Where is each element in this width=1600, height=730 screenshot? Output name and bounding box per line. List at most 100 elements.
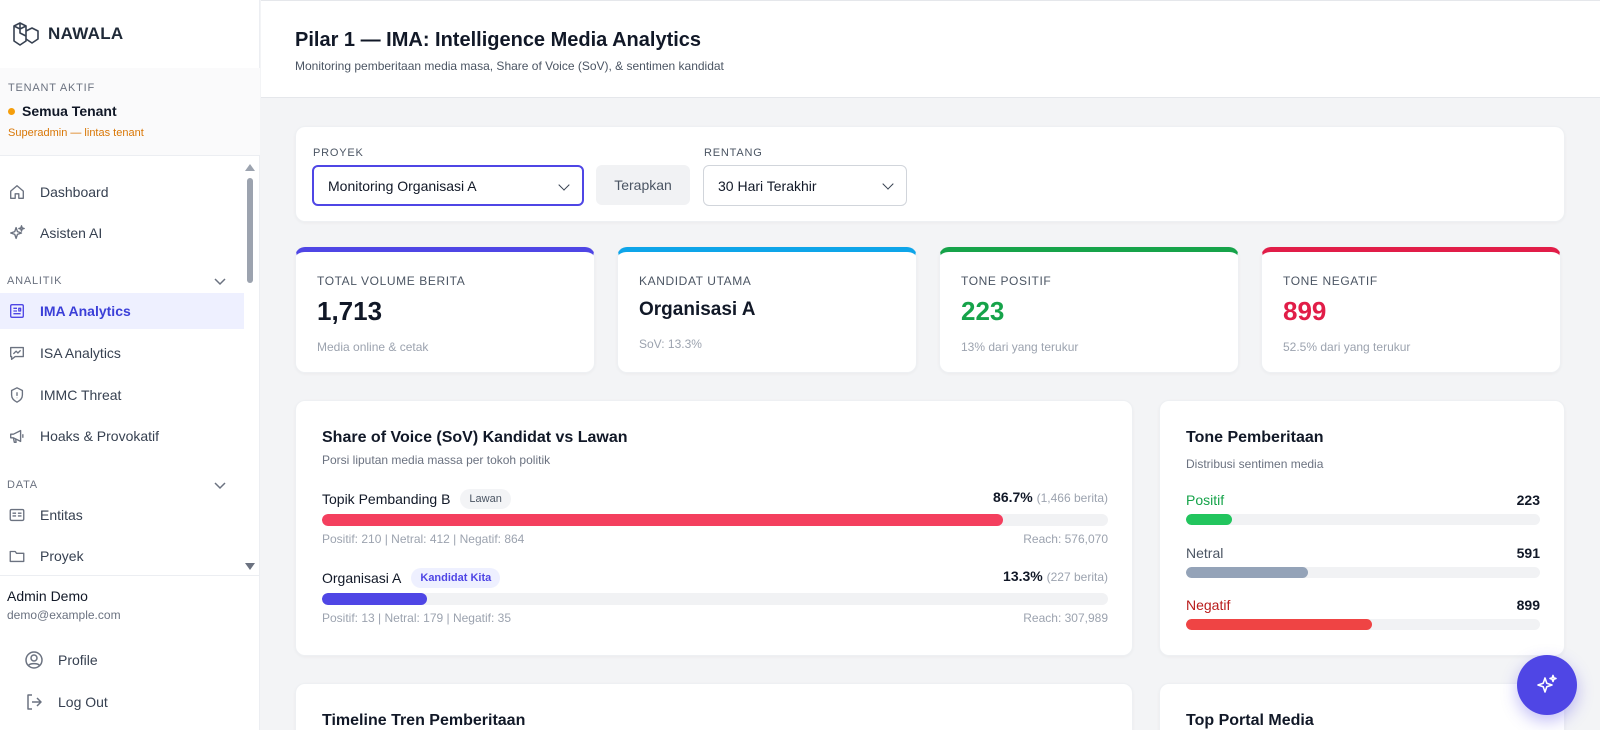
user-circle-icon (25, 651, 43, 669)
sidebar-item-entities[interactable]: Entitas (0, 497, 244, 533)
sidebar-item-label: Hoaks & Provokatif (40, 428, 160, 444)
stat-card-total-volume: TOTAL VOLUME BERITA 1,713 Media online &… (295, 247, 595, 373)
sidebar-item-label: Proyek (40, 548, 84, 564)
sidebar-section-label: ANALITIK (7, 275, 63, 287)
sidebar-section-analytics[interactable]: ANALITIK (7, 274, 227, 288)
scroll-up-arrow-icon[interactable] (245, 164, 255, 171)
stat-value: 899 (1283, 296, 1327, 326)
tone-label: Netral (1186, 545, 1224, 561)
sidebar-item-dashboard[interactable]: Dashboard (0, 174, 244, 210)
sov-subtitle: Porsi liputan media massa per tokoh poli… (322, 453, 551, 467)
sov-bar-track (322, 514, 1108, 526)
tone-title: Tone Pemberitaan (1186, 429, 1324, 446)
sparkles-icon (10, 225, 25, 240)
tone-bar-fill (1186, 567, 1309, 578)
logout-label: Log Out (58, 694, 108, 710)
sidebar-item-ima-analytics[interactable]: IMA Analytics (0, 293, 244, 329)
page-header: Pilar 1 — IMA: Intelligence Media Analyt… (261, 0, 1600, 98)
stat-subtext: Media online & cetak (317, 340, 429, 354)
sidebar-item-projects[interactable]: Proyek (0, 538, 244, 572)
chevron-down-icon (214, 482, 226, 490)
sov-bar-fill (322, 593, 427, 605)
sov-percentage: 13.3% (227 berita) (1003, 568, 1108, 584)
stat-subtext: 52.5% dari yang terukur (1283, 340, 1411, 354)
sov-row: Topik Pembanding B Lawan 86.7% (1,466 be… (322, 489, 1108, 549)
brand[interactable]: NAWALA (0, 0, 259, 68)
sov-card: Share of Voice (SoV) Kandidat vs Lawan P… (295, 400, 1133, 656)
project-label: PROYEK (313, 147, 364, 159)
sov-reach: Reach: 576,070 (1023, 532, 1108, 546)
chevron-down-icon (558, 179, 570, 191)
sov-row: Organisasi A Kandidat Kita 13.3% (227 be… (322, 568, 1108, 628)
sidebar-scrollbar[interactable] (244, 162, 256, 572)
tone-value: 899 (1516, 597, 1540, 613)
brand-logo-icon (13, 22, 39, 46)
project-select[interactable]: Monitoring Organisasi A (312, 165, 584, 206)
stat-label: TONE POSITIF (961, 274, 1052, 288)
tone-bar-track (1186, 567, 1540, 578)
tone-row-neutral: Netral 591 (1186, 545, 1540, 581)
timeline-title: Timeline Tren Pemberitaan (322, 712, 526, 729)
profile-link[interactable]: Profile (24, 650, 98, 670)
stat-label: TONE NEGATIF (1283, 274, 1378, 288)
range-select[interactable]: 30 Hari Terakhir (703, 165, 907, 206)
tenant-panel: TENANT AKTIF Semua Tenant Superadmin — l… (0, 68, 260, 156)
stat-label: TOTAL VOLUME BERITA (317, 274, 466, 288)
top-portals-title: Top Portal Media (1186, 712, 1314, 729)
folder-icon (9, 550, 25, 563)
shield-icon (10, 387, 24, 403)
sov-percentage: 86.7% (1,466 berita) (993, 489, 1108, 505)
sidebar-item-label: IMA Analytics (40, 303, 131, 319)
newspaper-icon (10, 304, 24, 318)
user-panel: Admin Demo demo@example.com Profile Log … (0, 575, 260, 730)
sidebar-item-label: Dashboard (40, 184, 109, 200)
tone-label: Negatif (1186, 597, 1231, 613)
tone-bar-fill (1186, 514, 1233, 525)
stat-value: 1,713 (317, 296, 383, 326)
scroll-down-arrow-icon[interactable] (245, 563, 255, 570)
tone-value: 591 (1516, 545, 1540, 561)
tone-bar-fill (1186, 619, 1372, 630)
sidebar-item-hoax[interactable]: Hoaks & Provokatif (0, 418, 244, 454)
sidebar: NAWALA TENANT AKTIF Semua Tenant Superad… (0, 0, 260, 730)
sidebar-item-label: Entitas (40, 507, 83, 523)
sov-bar-track (322, 593, 1108, 605)
stat-value: Organisasi A (639, 299, 756, 320)
sidebar-item-ai-assistant[interactable]: Asisten AI (0, 215, 244, 251)
ai-assistant-fab[interactable] (1517, 655, 1577, 715)
tone-label: Positif (1186, 492, 1225, 508)
apply-button[interactable]: Terapkan (596, 165, 690, 205)
sov-reach: Reach: 307,989 (1023, 611, 1108, 625)
sidebar-nav: Dashboard Asisten AI ANALITIK IMA Analyt… (0, 162, 244, 572)
sov-entity-name: Topik Pembanding B (322, 491, 451, 507)
chevron-down-icon (214, 278, 226, 286)
sidebar-section-label: DATA (7, 479, 38, 491)
sidebar-section-data[interactable]: DATA (7, 478, 227, 492)
sov-entity-tag: Lawan (460, 489, 511, 509)
logout-link[interactable]: Log Out (24, 692, 108, 712)
stat-card-tone-negative: TONE NEGATIF 899 52.5% dari yang terukur (1261, 247, 1561, 373)
sov-percent-value: 13.3% (1003, 568, 1043, 584)
logout-icon (27, 694, 42, 710)
tenant-selector[interactable]: Semua Tenant (8, 103, 252, 119)
stat-value: 223 (961, 296, 1005, 326)
sov-count: (1,466 berita) (1036, 491, 1108, 505)
home-icon (10, 185, 24, 199)
stat-subtext: SoV: 13.3% (639, 337, 702, 351)
chevron-down-icon (882, 178, 894, 190)
scroll-thumb[interactable] (247, 178, 253, 283)
sidebar-item-immc-threat[interactable]: IMMC Threat (0, 377, 244, 413)
tone-bar-track (1186, 514, 1540, 525)
sov-title: Share of Voice (SoV) Kandidat vs Lawan (322, 429, 628, 446)
megaphone-icon (10, 429, 24, 443)
sov-row-header: Organisasi A Kandidat Kita (322, 568, 501, 588)
sov-bar-fill (322, 514, 1004, 526)
tone-card: Tone Pemberitaan Distribusi sentimen med… (1159, 400, 1565, 656)
stat-subtext: 13% dari yang terukur (961, 340, 1079, 354)
sov-row-header: Topik Pembanding B Lawan (322, 489, 511, 509)
chat-chart-icon (10, 346, 24, 360)
timeline-card: Timeline Tren Pemberitaan (295, 683, 1133, 730)
tenant-status-dot-icon (8, 107, 15, 115)
stat-card-main-candidate: KANDIDAT UTAMA Organisasi A SoV: 13.3% (617, 247, 917, 373)
sidebar-item-isa-analytics[interactable]: ISA Analytics (0, 335, 244, 371)
